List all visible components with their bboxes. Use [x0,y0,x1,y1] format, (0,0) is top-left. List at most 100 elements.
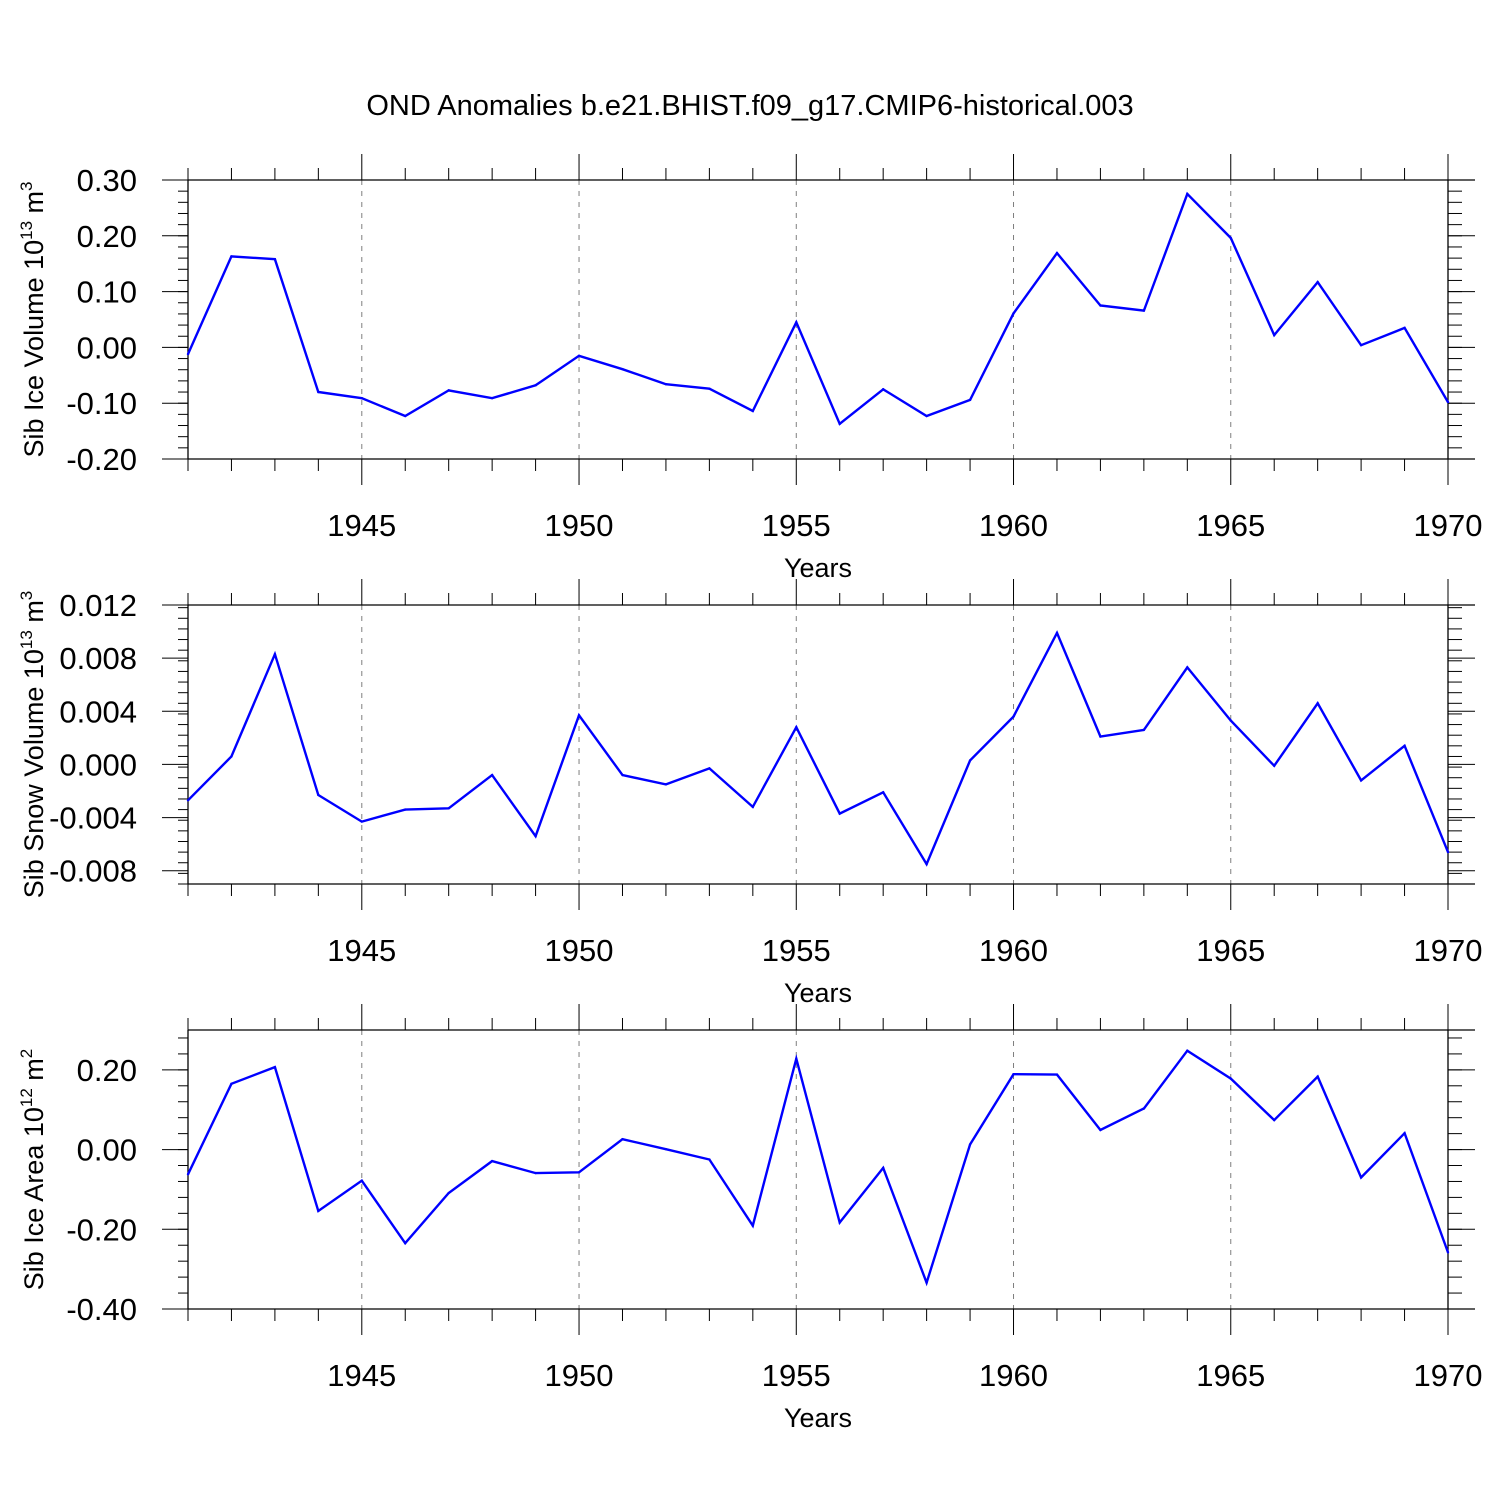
y-axis-title-unit: m [19,191,49,221]
y-tick-label: -0.10 [66,386,137,421]
y-tick-label: 0.30 [77,163,137,198]
data-point [490,773,494,777]
x-tick-label: 1970 [1414,933,1483,968]
data-point [751,1224,755,1227]
data-point [1142,1107,1146,1110]
data-point [186,799,190,802]
data-point [708,387,711,390]
y-axis-title-unit: m [19,1058,49,1088]
data-point [621,1138,624,1141]
data-point [534,834,537,838]
panel-2: -0.008 -0.004 0.000 0.004 0.008 0.012 1945 1950… [17,579,1482,1008]
y-tick-label: 0.004 [59,694,137,729]
data-point [795,321,798,324]
data-point [1229,1077,1232,1080]
data-point [708,1158,711,1161]
x-tick-label: 1960 [979,933,1048,968]
x-axis-title: Years [784,978,852,1008]
data-point [1446,400,1450,404]
data-point [1186,192,1189,196]
y-axis-title: Sib Ice Volume 1013 m3 [17,181,49,457]
data-point [1229,719,1232,722]
x-tick-label: 1960 [979,508,1048,543]
data-point [230,755,233,758]
y-tick-label: 0.000 [59,747,137,782]
data-point [1446,1251,1450,1254]
data-point [1316,1075,1319,1078]
y-tick-label: 0.10 [77,275,137,310]
data-point [317,793,320,797]
data-point [1186,1049,1189,1052]
y-tick-label: -0.40 [66,1292,137,1327]
x-tick-label: 1965 [1196,1358,1265,1393]
data-point [1316,280,1319,284]
data-point [1099,1128,1102,1132]
x-tick-label: 1950 [545,1358,614,1393]
data-point [1403,1132,1406,1135]
data-point [1055,631,1059,635]
data-point [925,862,928,866]
y-axis-title-text: Sib Snow Volume 10 [19,649,49,898]
y-axis-title-unit: m [19,600,49,630]
data-point [230,255,233,258]
data-point [317,1209,320,1213]
x-tick-label: 1955 [762,508,831,543]
data-point [447,807,450,810]
data-point [751,805,755,809]
data-point [1055,1073,1059,1076]
data-point [1142,728,1146,732]
figure-title: OND Anomalies b.e21.BHIST.f09_g17.CMIP6-… [366,90,1133,122]
data-point [1359,1176,1363,1179]
data-point [1446,850,1450,854]
data-point [404,1242,407,1245]
data-point [621,773,624,777]
data-point [317,390,320,394]
data-point [577,714,581,717]
data-point [1403,326,1406,330]
y-tick-label: -0.004 [49,801,137,836]
data-point [1403,744,1406,748]
data-point [881,1166,885,1170]
data-point [404,414,407,418]
data-point [1055,251,1059,255]
data-point [1099,304,1102,307]
y-axis-title: Sib Ice Area 1012 m2 [17,1049,49,1291]
data-point [1099,735,1102,738]
y-axis-title-text: Sib Ice Volume 10 [19,240,49,458]
data-point [1012,715,1015,718]
x-tick-label: 1970 [1414,508,1483,543]
data-point [1359,343,1363,347]
data-point [708,767,711,770]
data-point [1012,1073,1015,1076]
data-point [1359,779,1363,782]
data-point [1273,333,1276,337]
data-point [1273,764,1276,767]
data-point [447,389,450,392]
data-point [664,383,668,386]
data-point [360,1179,363,1182]
x-axis-title: Years [784,553,852,583]
x-axis-title: Years [784,1403,852,1433]
y-axis-title-exponent: 13 [17,221,36,240]
data-point [534,384,537,387]
data-point [273,1065,277,1069]
y-tick-label: 0.00 [77,330,137,365]
x-tick-label: 1970 [1414,1358,1483,1393]
x-tick-label: 1945 [327,1358,396,1393]
data-point [360,396,363,400]
panel-3: -0.40 -0.20 0.00 0.20 1945 1950 1955 1960 1965 19… [17,1004,1482,1433]
y-axis-title-exponent: 12 [17,1088,36,1107]
data-point [925,414,928,418]
data-point [968,759,972,762]
y-axis-title-unit-exponent: 3 [17,591,36,600]
data-point [968,1143,972,1146]
data-point [1012,312,1015,315]
data-point [1229,236,1232,240]
y-tick-label: -0.20 [66,1212,137,1247]
data-point [360,820,363,823]
data-point [447,1191,450,1195]
series-line [187,630,1450,867]
y-tick-label: 0.008 [59,641,137,676]
panel-1: -0.20 -0.10 0.00 0.10 0.20 0.30 1945 1950 1955 19… [17,154,1482,583]
